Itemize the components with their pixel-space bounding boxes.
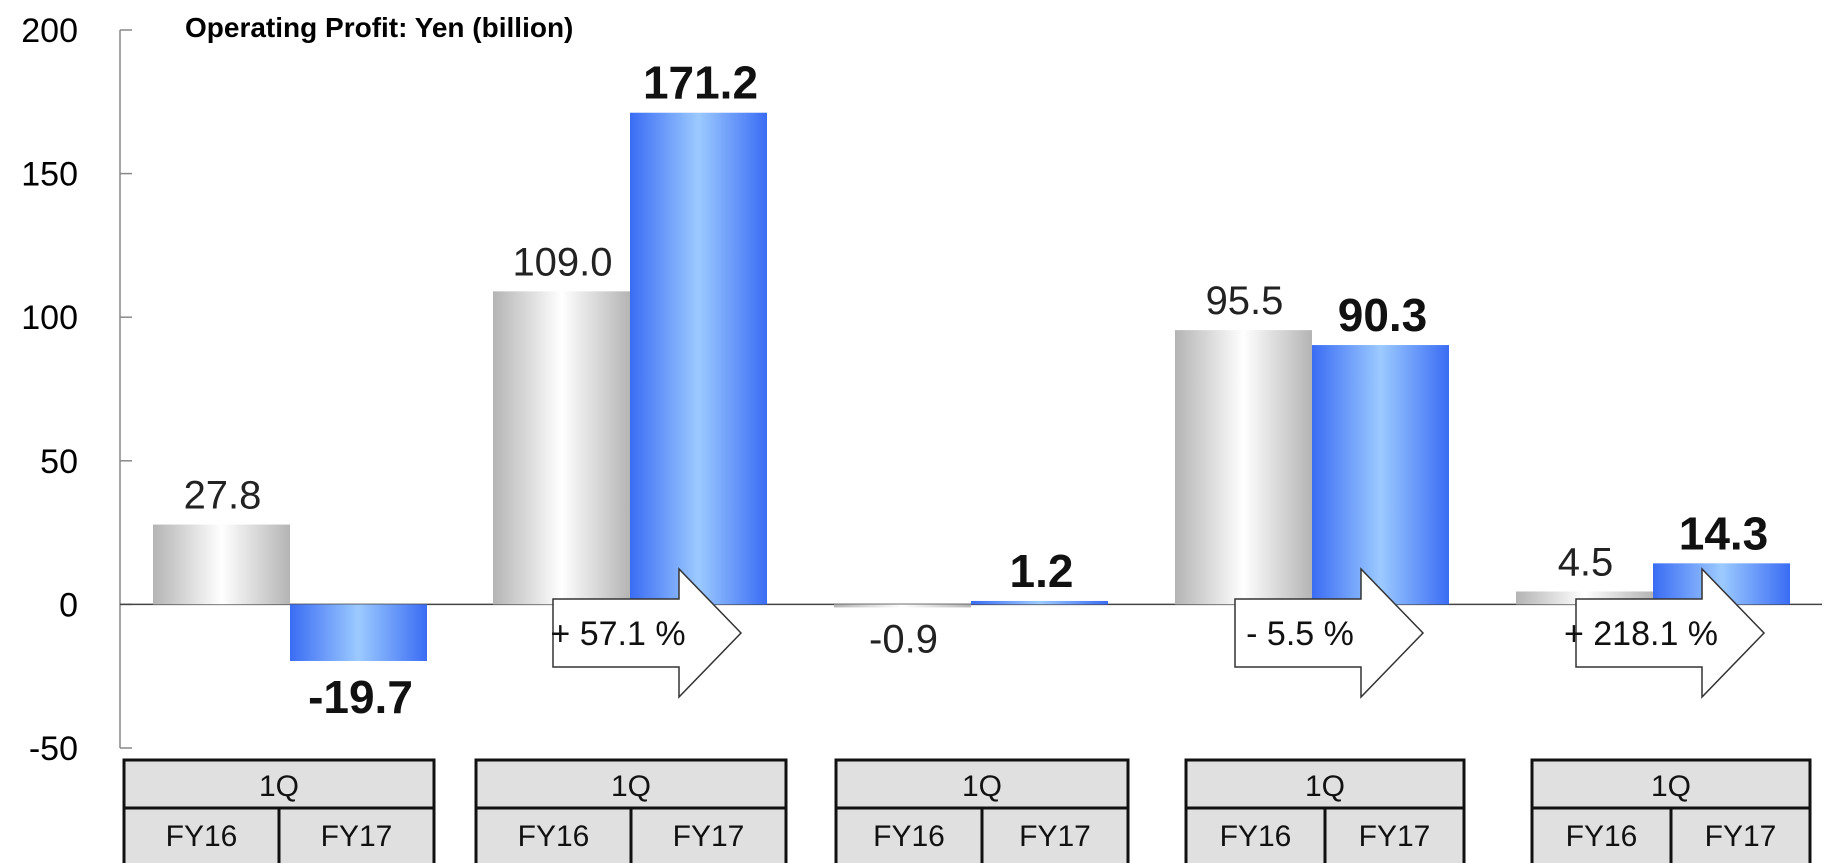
data-label-fy17: 1.2 [1010,545,1074,597]
y-tick-label: -50 [29,730,78,768]
data-label-fy17: 171.2 [643,57,758,109]
chart-title: Operating Profit: Yen (billion) [185,12,573,43]
series-label-fy16: FY16 [518,820,590,853]
series-label-fy17: FY17 [321,820,393,853]
bar-fy17 [971,600,1108,605]
growth-arrow-icon [1575,567,1766,699]
category-label: 1Q [259,770,299,803]
y-tick-label: 100 [21,299,78,337]
data-label-fy16: 4.5 [1558,540,1614,584]
data-label-fy17: 14.3 [1679,507,1769,559]
growth-arrows: + 57.1 % - 5.5 % + 218.1 % [550,567,1766,699]
bar-fy17 [630,112,767,605]
y-tick-label: 150 [21,156,78,194]
bar-fy16 [1175,330,1312,605]
category-table: 1Q FY16 FY17 1Q FY16 FY17 1Q FY16 FY17 1Q FY16 FY17… [122,758,1812,863]
series-label-fy16: FY16 [873,820,945,853]
series-label-fy16: FY16 [166,820,238,853]
series-label-fy17: FY17 [1019,820,1091,853]
growth-label: - 5.5 % [1246,615,1354,653]
category-label: 1Q [1651,770,1691,803]
category-label: 1Q [611,770,651,803]
series-label-fy17: FY17 [1359,820,1431,853]
growth-arrow-icon [552,567,743,699]
data-label-fy16: 109.0 [512,240,612,284]
bar-fy17 [290,604,427,661]
data-label-fy16: -0.9 [869,617,938,661]
series-label-fy17: FY17 [673,820,745,853]
y-tick-label: 0 [59,586,78,624]
data-label-fy17: -19.7 [308,671,413,723]
y-tick-label: 200 [21,12,78,50]
data-label-fy17: 90.3 [1338,289,1428,341]
growth-arrow-icon [1234,567,1425,699]
data-label-fy16: 95.5 [1206,279,1284,323]
bar-fy17 [1312,345,1449,605]
series-label-fy17: FY17 [1705,820,1777,853]
bar-fy16 [153,524,290,605]
growth-label: + 57.1 % [550,615,685,653]
bar-fy16 [493,291,630,605]
bar-fy16 [834,604,971,608]
y-tick-label: 50 [40,443,78,481]
category-label: 1Q [962,770,1002,803]
category-label: 1Q [1305,770,1345,803]
data-label-fy16: 27.8 [184,474,262,518]
series-label-fy16: FY16 [1220,820,1292,853]
series-label-fy16: FY16 [1566,820,1638,853]
growth-label: + 218.1 % [1564,615,1718,653]
bars: 27.8 -19.7 109.0 171.2 -0.9 1.2 95.5 90.3 4.5 14.… [153,57,1790,723]
